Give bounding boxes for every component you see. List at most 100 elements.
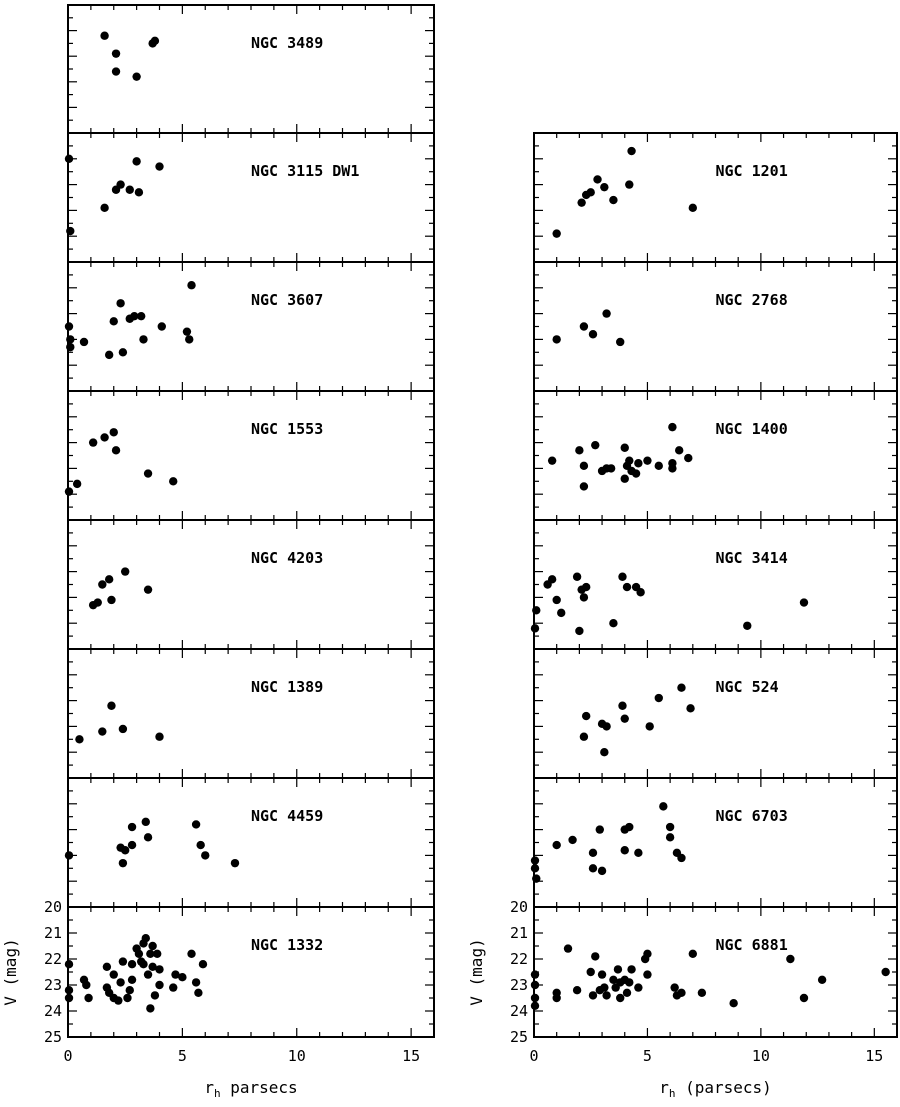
data-point	[64, 851, 74, 860]
data-point	[620, 474, 629, 483]
data-point	[198, 960, 208, 969]
x-axis-label-sub: h	[214, 1087, 221, 1100]
data-point	[104, 575, 114, 584]
data-point	[150, 36, 160, 46]
data-point	[591, 440, 600, 450]
data-point	[125, 986, 134, 995]
data-point	[643, 970, 652, 979]
data-point	[597, 970, 607, 979]
data-point	[155, 980, 164, 990]
data-point	[111, 49, 121, 58]
data-point	[620, 846, 629, 855]
panel-label: NGC 3414	[716, 549, 788, 567]
data-point	[75, 735, 84, 744]
data-point	[665, 833, 675, 842]
panel-label: NGC 4203	[251, 549, 323, 567]
data-point	[557, 608, 566, 618]
data-point	[130, 311, 139, 321]
panel-ngc-3607: NGC 3607	[64, 261, 435, 392]
data-point	[577, 198, 586, 207]
data-point	[572, 986, 582, 995]
data-point	[64, 154, 74, 163]
panel-ngc-2768: NGC 2768	[533, 261, 898, 392]
data-point	[817, 975, 827, 984]
data-point	[146, 949, 155, 958]
data-point	[579, 461, 589, 471]
data-point	[120, 846, 130, 855]
y-tick-label: 22	[44, 950, 62, 968]
data-point	[618, 572, 627, 581]
y-tick-label: 23	[510, 976, 528, 994]
data-point	[643, 949, 652, 958]
data-point	[169, 477, 178, 486]
data-point	[127, 822, 137, 832]
data-point	[595, 825, 604, 834]
data-point	[155, 162, 164, 171]
data-point	[631, 469, 641, 478]
data-point	[786, 954, 795, 964]
panel-ngc-3115-dw1: NGC 3115 DW1	[64, 132, 435, 263]
data-point	[677, 988, 686, 997]
data-point	[606, 464, 616, 473]
data-point	[143, 469, 153, 478]
data-point	[588, 330, 598, 339]
panel-ngc-1553: NGC 1553	[64, 390, 435, 521]
data-point	[572, 572, 582, 581]
data-point	[187, 949, 196, 958]
data-point	[575, 626, 584, 636]
data-point	[155, 732, 164, 741]
data-point	[116, 299, 125, 308]
data-point	[64, 960, 74, 969]
data-point	[686, 704, 695, 713]
data-point	[625, 456, 634, 465]
data-point	[139, 335, 148, 344]
data-point	[191, 978, 201, 987]
data-point	[93, 598, 102, 607]
data-point	[120, 567, 130, 576]
data-point	[123, 993, 132, 1003]
data-point	[668, 459, 677, 468]
data-point	[169, 983, 178, 992]
x-tick-label: 0	[63, 1047, 72, 1065]
data-point	[579, 732, 589, 741]
data-point	[677, 683, 686, 692]
data-point	[100, 433, 109, 442]
data-point	[148, 941, 157, 951]
data-point	[148, 962, 157, 971]
data-point	[602, 991, 611, 1000]
data-point	[677, 853, 686, 863]
data-point	[191, 820, 201, 829]
data-point	[196, 840, 205, 850]
panel-frame	[533, 390, 898, 521]
data-point	[600, 182, 609, 192]
data-point	[552, 993, 561, 1003]
data-point	[118, 957, 128, 966]
data-point	[187, 281, 196, 290]
data-point	[620, 443, 629, 452]
panel-frame	[67, 519, 435, 650]
panel-ngc-3489: NGC 3489	[67, 4, 435, 134]
data-point	[586, 188, 595, 197]
data-point	[134, 949, 144, 958]
data-point	[201, 851, 210, 860]
y-tick-label: 25	[44, 1028, 62, 1046]
data-point	[100, 31, 109, 40]
panel-ngc-1389: NGC 1389	[67, 648, 435, 779]
data-point	[675, 446, 684, 455]
data-point	[102, 962, 112, 971]
data-point	[532, 606, 541, 615]
x-tick-label: 5	[643, 1047, 652, 1065]
y-tick-label: 24	[510, 1002, 528, 1020]
data-point	[66, 342, 75, 352]
data-point	[593, 175, 602, 184]
data-point	[532, 874, 541, 883]
y-tick-label: 21	[510, 924, 528, 942]
data-point	[116, 978, 125, 987]
data-point	[597, 866, 607, 876]
data-point	[530, 1001, 540, 1010]
x-axis-label-rest: (parsecs)	[675, 1078, 771, 1097]
data-point	[132, 157, 141, 166]
panel-label: NGC 6881	[716, 936, 788, 954]
data-point	[588, 864, 598, 873]
